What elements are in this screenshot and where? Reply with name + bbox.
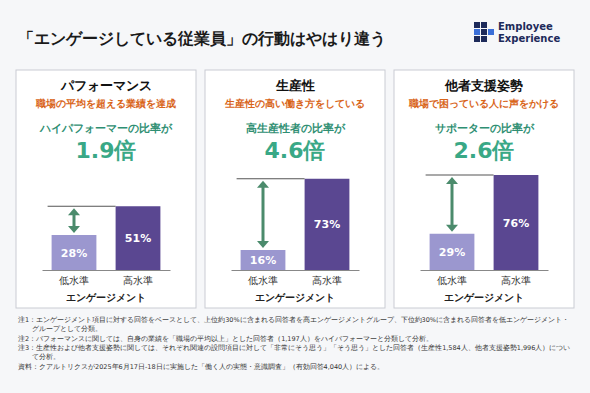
- bar: [116, 206, 161, 270]
- slide: 「エンゲージしている従業員」の行動はやはり違う EmployeeExperienc…: [0, 0, 590, 393]
- logo: EmployeeExperience: [474, 21, 560, 44]
- tick-label: 低水準: [437, 275, 467, 286]
- tick: 高水準: [312, 270, 342, 286]
- logo-icon: [481, 22, 487, 28]
- ratio-label: 4.6倍: [265, 138, 326, 163]
- logo-icon: [481, 36, 487, 42]
- plot-area: [237, 179, 350, 270]
- background: [0, 0, 590, 393]
- footnote: 注1：エンゲージメント項目に対する回答をベースとして、上位約30%に含まれる回答…: [18, 316, 569, 333]
- footnote: 資料：クアルトリクスが2025年6月17日-18日に実施した「働く人の実態・意識…: [18, 363, 384, 371]
- x-axis-title: エンゲージメント: [444, 292, 524, 303]
- bar: [430, 234, 475, 270]
- panel-title: パフォーマンス: [60, 78, 152, 93]
- data-label: 16%: [250, 254, 276, 267]
- footnote: 注2：パフォーマンスに関しては、自身の業績を「職場の平均以上」とした回答者（1,…: [18, 335, 433, 343]
- bar: [305, 179, 350, 270]
- logo-icon: [474, 22, 480, 28]
- panel: 生産性生産性の高い働き方をしている高生産性者の比率が 4.6倍 16% 73% 低水準 高…: [205, 70, 385, 308]
- ratio-label: 1.9倍: [76, 138, 137, 163]
- arrow-head: [446, 225, 458, 232]
- footnote-line: 資料：クアルトリクスが2025年6月17日-18日に実施した「働く人の実態・意識…: [18, 363, 384, 371]
- tick: 低水準: [248, 270, 278, 286]
- bar: [241, 250, 286, 270]
- x-axis-title: エンゲージメント: [66, 292, 146, 303]
- panel-frame: [394, 70, 574, 308]
- tick: 高水準: [123, 270, 153, 286]
- footnote-line: て分析。: [32, 353, 60, 361]
- data-labels: 28% 51%: [61, 232, 151, 259]
- bar: [52, 235, 97, 270]
- tick-label: 高水準: [312, 275, 342, 286]
- slide-title: 「エンゲージしている従業員」の行動はやはり違う: [18, 29, 386, 48]
- data-label: 76%: [503, 217, 529, 230]
- footnotes: 注1：エンゲージメント項目に対する回答をベースとして、上位約30%に含まれる回答…: [18, 316, 570, 371]
- tick-label: 低水準: [59, 275, 89, 286]
- arrow-shaft: [262, 187, 265, 242]
- data-label: 73%: [314, 218, 340, 231]
- panel-subtitle: 生産性の高い働き方をしている: [224, 98, 365, 109]
- bar: [494, 175, 539, 270]
- logo-icon: [474, 29, 480, 35]
- data-labels: 16% 73%: [250, 218, 340, 267]
- annotation: サポーターの比率が: [435, 122, 535, 135]
- ratio-label: 2.6倍: [454, 138, 515, 163]
- reference-line: [426, 174, 494, 175]
- footnote-line: 注1：エンゲージメント項目に対する回答をベースとして、上位約30%に含まれる回答…: [18, 316, 569, 324]
- arrow-head: [446, 177, 458, 184]
- plot-area: [426, 175, 539, 270]
- panel: 他者支援姿勢職場で困っている人に声をかけるサポーターの比率が 2.6倍 29% 76%…: [394, 70, 574, 308]
- tick: 高水準: [501, 270, 531, 286]
- footnote: 注3：生産性および他者支援姿勢に関しては、それぞれ関連の設問項目に対して「非常に…: [18, 344, 570, 361]
- panel-title: 他者支援姿勢: [444, 78, 523, 93]
- difference-arrow: [446, 177, 458, 232]
- annotation: 高生産性者の比率が: [246, 122, 346, 135]
- data-labels: 29% 76%: [439, 217, 529, 259]
- panel-frame: [16, 70, 196, 308]
- logo-icon: [488, 29, 494, 35]
- footnote-line: グループとして分類。: [32, 325, 102, 333]
- panel-subtitle: 職場の平均を超える業績を達成: [35, 98, 176, 109]
- x-axis: 低水準 高水準: [232, 270, 360, 286]
- data-label: 51%: [125, 232, 151, 245]
- arrow-head: [257, 241, 269, 248]
- footnote-line: 注2：パフォーマンスに関しては、自身の業績を「職場の平均以上」とした回答者（1,…: [18, 335, 433, 343]
- x-axis-title: エンゲージメント: [255, 292, 335, 303]
- arrow-shaft: [73, 214, 76, 227]
- annotation: ハイパフォーマーの比率が: [39, 122, 173, 135]
- axis-line: [43, 270, 171, 271]
- tick: 低水準: [59, 270, 89, 286]
- reference-line: [237, 178, 305, 179]
- x-axis: 低水準 高水準: [421, 270, 549, 286]
- panel-frame: [205, 70, 385, 308]
- tick-label: 高水準: [501, 275, 531, 286]
- panel-title: 生産性: [275, 78, 315, 93]
- logo-text: Employee: [498, 21, 553, 32]
- axis-line: [232, 270, 360, 271]
- logo-icon: [481, 29, 487, 35]
- difference-arrow: [257, 181, 269, 248]
- arrow-head: [68, 208, 80, 215]
- arrow-head: [68, 226, 80, 233]
- tick: 低水準: [437, 270, 467, 286]
- panel-subtitle: 職場で困っている人に声をかける: [408, 98, 559, 110]
- tick-label: 低水準: [248, 275, 278, 286]
- logo-text: Experience: [498, 33, 560, 44]
- logo-icon: [474, 36, 480, 42]
- data-label: 28%: [61, 247, 87, 260]
- footnote-line: 注3：生産性および他者支援姿勢に関しては、それぞれ関連の設問項目に対して「非常に…: [18, 344, 570, 352]
- difference-arrow: [68, 208, 80, 233]
- panel: パフォーマンス職場の平均を超える業績を達成ハイパフォーマーの比率が 1.9倍 28%…: [16, 70, 196, 308]
- arrow-shaft: [451, 183, 454, 226]
- data-label: 29%: [439, 246, 465, 259]
- reference-line: [48, 206, 116, 207]
- arrow-head: [257, 181, 269, 188]
- plot-area: [48, 206, 161, 270]
- axis-line: [421, 270, 549, 271]
- tick-label: 高水準: [123, 275, 153, 286]
- x-axis: 低水準 高水準: [43, 270, 171, 286]
